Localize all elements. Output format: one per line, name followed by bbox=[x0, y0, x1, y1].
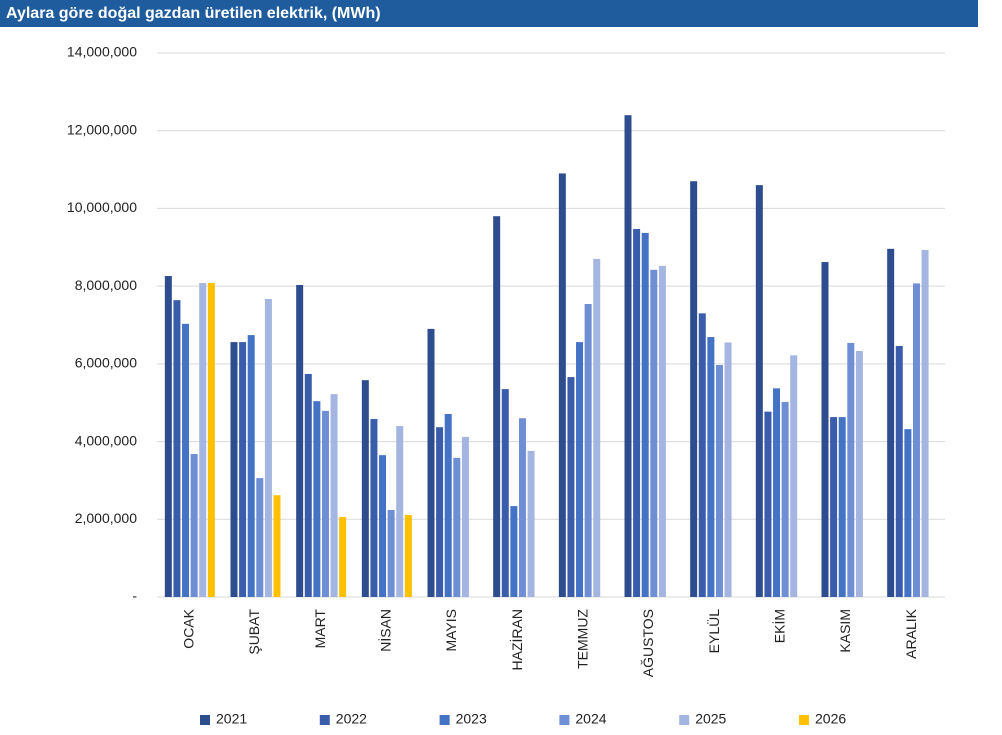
legend-swatch bbox=[439, 715, 450, 725]
bar bbox=[173, 300, 181, 597]
legend-label: 2023 bbox=[456, 711, 487, 727]
bar bbox=[264, 298, 272, 597]
bar bbox=[207, 283, 215, 597]
x-tick-label: EYLÜL bbox=[705, 609, 722, 654]
bar bbox=[781, 401, 789, 597]
x-tick-label: MAYIS bbox=[443, 609, 459, 652]
bar bbox=[576, 342, 584, 597]
bar bbox=[624, 115, 632, 598]
bar bbox=[855, 351, 863, 597]
bar bbox=[453, 457, 461, 597]
y-tick-label: 12,000,000 bbox=[67, 121, 137, 137]
bar bbox=[436, 427, 444, 597]
bar bbox=[838, 417, 846, 597]
bar bbox=[493, 216, 501, 597]
bar bbox=[304, 373, 312, 597]
bar bbox=[904, 429, 912, 597]
bar bbox=[370, 419, 378, 597]
legend-swatch bbox=[319, 715, 330, 725]
bar bbox=[396, 426, 404, 597]
bar bbox=[256, 478, 264, 597]
x-tick-label: HAZİRAN bbox=[508, 609, 525, 670]
bar bbox=[698, 313, 706, 597]
title-bar bbox=[0, 0, 978, 27]
bar bbox=[510, 506, 518, 597]
legend-label: 2022 bbox=[336, 711, 367, 727]
y-tick-label: 8,000,000 bbox=[75, 277, 137, 293]
x-tick-label: ŞUBAT bbox=[246, 609, 262, 655]
bar bbox=[593, 258, 601, 597]
bar bbox=[199, 283, 207, 597]
bar bbox=[707, 337, 715, 597]
bar bbox=[321, 410, 329, 597]
x-tick-label: KASIM bbox=[837, 609, 853, 653]
bar bbox=[895, 345, 903, 597]
bar bbox=[190, 454, 198, 597]
bar bbox=[273, 495, 281, 597]
bar bbox=[444, 413, 452, 597]
bar bbox=[567, 377, 575, 597]
bar bbox=[821, 262, 829, 597]
y-tick-label: 14,000,000 bbox=[67, 44, 137, 60]
bar bbox=[641, 232, 649, 597]
bar bbox=[518, 418, 526, 597]
bar bbox=[764, 411, 772, 597]
x-tick-label: ARALIK bbox=[903, 608, 919, 658]
bar bbox=[715, 365, 723, 597]
bar bbox=[887, 248, 895, 597]
legend-swatch bbox=[559, 715, 570, 725]
bar bbox=[361, 380, 369, 597]
legend-swatch bbox=[799, 715, 809, 725]
legend-label: 2024 bbox=[575, 711, 606, 727]
bar bbox=[790, 355, 798, 597]
legend-swatch bbox=[200, 715, 210, 725]
bar bbox=[690, 181, 698, 597]
legend-swatch bbox=[679, 715, 690, 725]
bar bbox=[330, 394, 338, 597]
bar bbox=[427, 328, 435, 597]
bar bbox=[182, 323, 190, 597]
y-tick-label: 10,000,000 bbox=[67, 199, 137, 215]
bar bbox=[773, 388, 781, 597]
x-tick-label: OCAK bbox=[181, 608, 197, 648]
bar bbox=[584, 304, 592, 597]
bar bbox=[239, 342, 247, 597]
x-tick-label: TEMMUZ bbox=[575, 609, 591, 669]
y-tick-label: 6,000,000 bbox=[75, 355, 137, 371]
bar bbox=[296, 284, 304, 597]
legend-label: 2026 bbox=[815, 711, 846, 727]
bar bbox=[755, 185, 763, 597]
chart-title: Aylara göre doğal gazdan üretilen elektr… bbox=[6, 5, 381, 22]
bar bbox=[247, 335, 255, 597]
y-tick-label: 2,000,000 bbox=[75, 510, 137, 526]
x-tick-label: AĞUSTOS bbox=[640, 609, 656, 677]
bar bbox=[501, 389, 509, 597]
bar bbox=[164, 276, 172, 597]
bar bbox=[404, 515, 412, 597]
bar bbox=[921, 250, 929, 597]
legend-label: 2025 bbox=[695, 711, 726, 727]
bar bbox=[230, 342, 238, 597]
bar bbox=[830, 417, 838, 597]
bar bbox=[724, 342, 732, 597]
bar bbox=[558, 173, 566, 597]
bar bbox=[387, 509, 395, 597]
bar bbox=[461, 436, 469, 597]
bar bbox=[847, 342, 855, 597]
bar bbox=[339, 516, 347, 597]
bar bbox=[527, 450, 535, 597]
y-tick-label: - bbox=[132, 588, 137, 604]
y-tick-label: 4,000,000 bbox=[75, 432, 137, 448]
legend-label: 2021 bbox=[216, 711, 247, 727]
bar bbox=[912, 283, 920, 597]
bar bbox=[650, 269, 658, 597]
bar bbox=[379, 455, 387, 597]
bar bbox=[633, 229, 641, 597]
bar bbox=[658, 265, 666, 597]
x-tick-label: NİSAN bbox=[377, 609, 394, 652]
x-tick-label: EKİM bbox=[771, 609, 788, 643]
bar bbox=[313, 401, 321, 597]
x-tick-label: MART bbox=[312, 609, 328, 649]
